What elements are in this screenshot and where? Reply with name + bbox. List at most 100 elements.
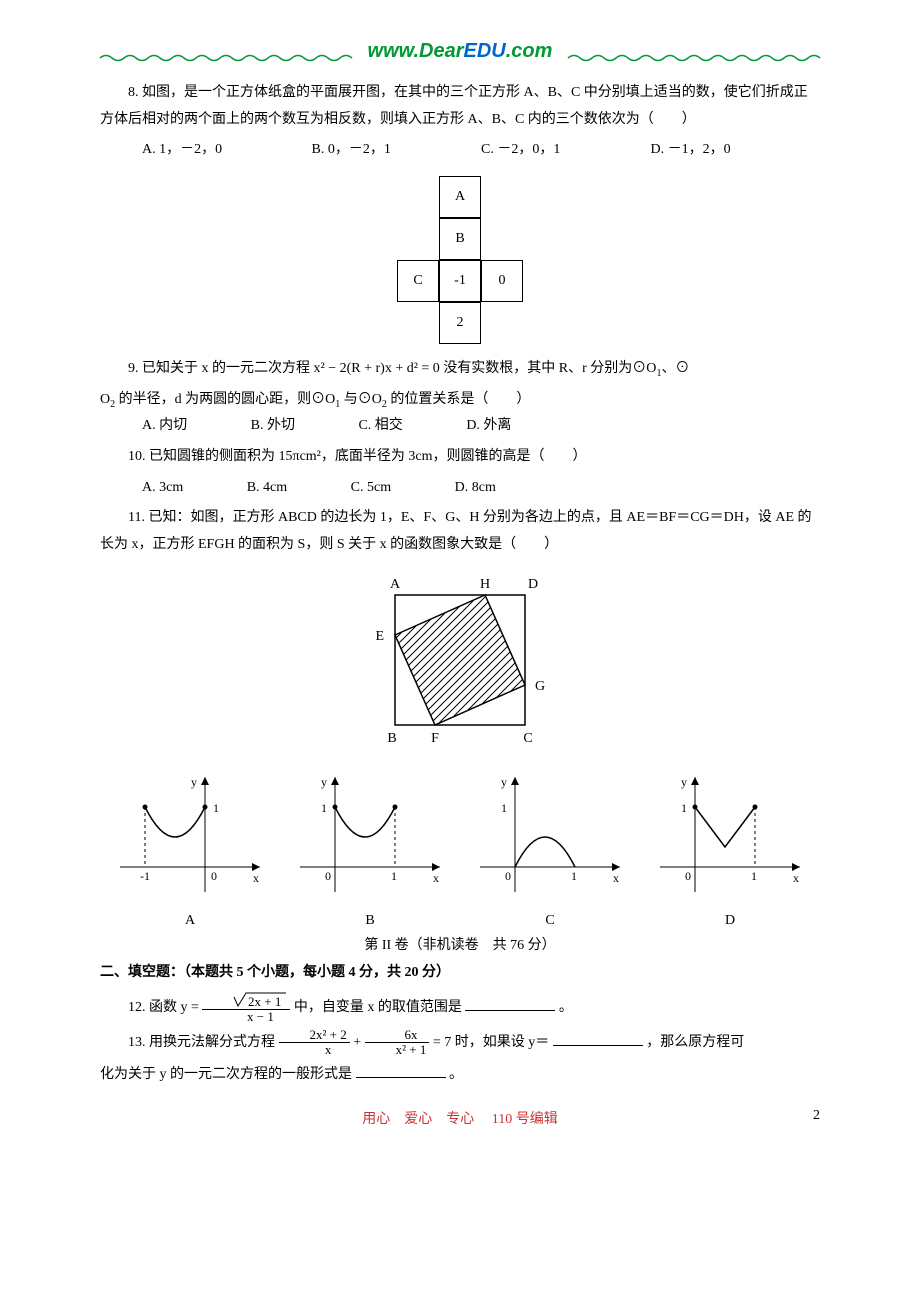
q13-end: 。 [449,1067,463,1082]
graph-B: 1 0 1 x y B [295,772,445,929]
question-9-line2: O2 的半径，d 为两圆的圆心距，则⊙O1 与⊙O2 的位置关系是（ ） [100,387,820,414]
svg-text:x: x [613,871,619,885]
graph-row: 1 -1 0 x y A 1 0 1 x [100,772,820,929]
header-www: www. [368,40,419,62]
q9-l2a: O [100,392,110,407]
q13-eq: = 7 [433,1035,451,1050]
q9-l2c: 与⊙O [340,392,382,407]
cube-2: 2 [439,302,481,344]
q12-end: 。 [559,1000,573,1015]
svg-text:1: 1 [321,801,327,815]
svg-text:0: 0 [685,869,691,883]
graph-A: 1 -1 0 x y A [115,772,265,929]
svg-text:x: x [433,871,439,885]
q13-prefix: 13. 用换元法解分式方程 [128,1035,279,1050]
svg-text:0: 0 [325,869,331,883]
cube-0: 0 [481,260,523,302]
q13-mid2: ，那么原方程可 [646,1035,744,1050]
q10-opt-b: B. 4cm [247,480,287,495]
q13-line2: 化为关于 y 的一元二次方程的一般形式是 [100,1067,352,1082]
q8-opt-a: A. 1，－2，0 [142,137,312,164]
svg-text:G: G [535,679,545,694]
cube-A: A [439,176,481,218]
q9-l2d: 的位置关系是（ ） [387,392,531,407]
svg-text:H: H [480,577,490,592]
q8-opt-b: B. 0，－2，1 [312,137,482,164]
q9-opt-a: A. 内切 [142,418,187,433]
svg-text:0: 0 [505,869,511,883]
question-13: 13. 用换元法解分式方程 2x² + 2 x + 6x x² + 1 = 7 … [100,1028,820,1058]
question-10: 10. 已知圆锥的侧面积为 15πcm²，底面半径为 3cm，则圆锥的高是（ ） [100,444,820,471]
svg-text:1: 1 [213,801,219,815]
footer-page: 2 [813,1108,820,1124]
graph-C-label: C [475,913,625,929]
svg-text:y: y [191,775,197,789]
q10-opt-d: D. 8cm [455,480,496,495]
svg-text:-1: -1 [140,869,150,883]
q13-frac1: 2x² + 2 x [279,1028,350,1058]
question-11: 11. 已知：如图，正方形 ABCD 的边长为 1，E、F、G、H 分别为各边上… [100,505,820,558]
section2-title: 二、填空题：（本题共 5 个小题，每小题 4 分，共 20 分） [100,960,820,987]
q9-l2b: 的半径，d 为两圆的圆心距，则⊙O [115,392,335,407]
q9-suf1: 没有实数根，其中 R、r 分别为⊙O [440,361,657,376]
q12-blank [465,996,555,1011]
svg-text:D: D [528,577,538,592]
q10-opt-a: A. 3cm [142,480,183,495]
q12-prefix: 12. 函数 [128,1000,181,1015]
q8-options: A. 1，－2，0 B. 0，－2，1 C. －2，0，1 D. －1，2，0 [142,137,820,164]
svg-text:x: x [253,871,259,885]
q9-options: A. 内切 B. 外切 C. 相交 D. 外离 [142,413,820,440]
graph-A-label: A [115,913,265,929]
q8-opt-c: C. －2，0，1 [481,137,651,164]
q13-mid: 时，如果设 y＝ [455,1035,550,1050]
footer: 用心 爱心 专心 110 号编辑 2 [100,1108,820,1128]
svg-text:y: y [321,775,327,789]
question-9: 9. 已知关于 x 的一元二次方程 x² − 2(R + r)x + d² = … [100,356,820,383]
question-13-line2: 化为关于 y 的一元二次方程的一般形式是 。 [100,1062,820,1089]
q9-formula: x² − 2(R + r)x + d² = 0 [314,361,440,376]
q12-mid: 中，自变量 x 的取值范围是 [294,1000,462,1015]
svg-text:1: 1 [391,869,397,883]
cube-neg1: -1 [439,260,481,302]
footer-text: 用心 爱心 专心 110 号编辑 [362,1112,557,1127]
q12-frac: 2x + 1 x − 1 [202,991,290,1025]
q9-opt-d: D. 外离 [466,418,511,433]
question-8: 8. 如图，是一个正方体纸盒的平面展开图，在其中的三个正方形 A、B、C 中分别… [100,80,820,133]
svg-text:0: 0 [211,869,217,883]
svg-text:1: 1 [501,801,507,815]
header-edu: EDU [464,40,506,62]
question-12: 12. 函数 y = 2x + 1 x − 1 中，自变量 x 的取值范围是 。 [100,991,820,1025]
graph-B-label: B [295,913,445,929]
q9-opt-b: B. 外切 [251,418,295,433]
q13-f2num: 6x [365,1028,430,1043]
q12-den: x − 1 [202,1010,290,1024]
q9-opt-c: C. 相交 [358,418,402,433]
svg-text:1: 1 [751,869,757,883]
header-url: www.DearEDU.com [362,40,559,63]
svg-text:1: 1 [571,869,577,883]
svg-text:A: A [390,577,401,592]
q13-blank1 [553,1031,643,1046]
q13-f2den: x² + 1 [365,1043,430,1057]
q13-frac2: 6x x² + 1 [365,1028,430,1058]
svg-text:C: C [523,731,532,746]
section2-header: 第 II 卷（非机读卷 共 76 分） [100,933,820,960]
header-com: .com [506,40,553,62]
svg-text:F: F [431,731,439,746]
q13-plus: + [353,1035,364,1050]
page: www.DearEDU.com 8. 如图，是一个正方体纸盒的平面展开图，在其中… [0,0,920,1148]
graph-D-label: D [655,913,805,929]
svg-text:1: 1 [681,801,687,815]
q13-f1num: 2x² + 2 [279,1028,350,1043]
q12-num: 2x + 1 [202,991,290,1010]
cube-C: C [397,260,439,302]
graph-D: 1 0 1 x y D [655,772,805,929]
svg-text:2x + 1: 2x + 1 [248,994,281,1009]
q10-opt-c: C. 5cm [351,480,391,495]
q8-opt-d: D. －1，2，0 [651,137,821,164]
q13-f1den: x [279,1043,350,1057]
cube-net: A B C-10 2 [100,176,820,344]
header-banner: www.DearEDU.com [100,40,820,70]
svg-text:y: y [501,775,507,789]
q10-options: A. 3cm B. 4cm C. 5cm D. 8cm [142,475,820,502]
